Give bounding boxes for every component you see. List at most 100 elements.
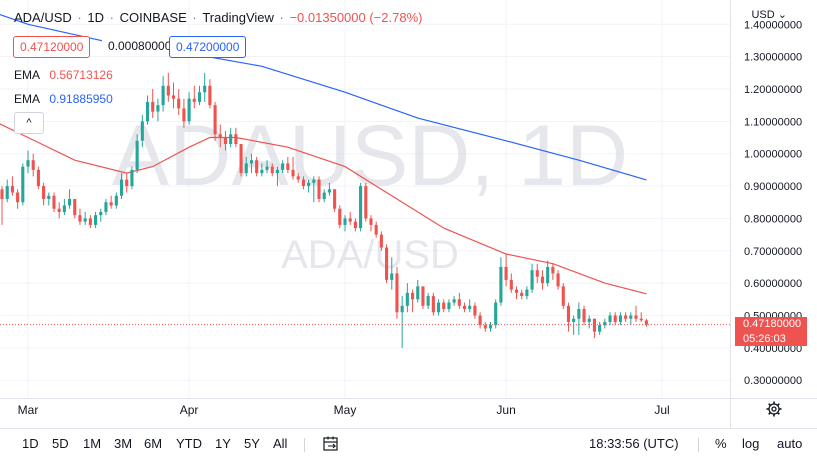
candle-body (618, 315, 622, 322)
candle-body (629, 315, 633, 319)
interval-label[interactable]: 1D (87, 10, 104, 25)
candle (603, 318, 607, 329)
candle (296, 173, 300, 183)
currency-selector[interactable]: USD ⌄ (751, 8, 787, 21)
candle-body (99, 211, 103, 216)
candle (520, 289, 524, 300)
range-1d-button[interactable]: 1D (22, 436, 39, 451)
candle (21, 163, 25, 206)
candle (561, 283, 565, 310)
candle-body (31, 160, 35, 170)
candle (166, 72, 170, 102)
candle-body (78, 215, 82, 222)
candle-body (140, 121, 144, 141)
candle-body (483, 325, 487, 329)
candle (359, 182, 363, 232)
candle-body (364, 186, 368, 219)
candle (218, 124, 222, 148)
candle-body (353, 221, 357, 229)
candle (234, 127, 238, 148)
candle-body (624, 315, 628, 319)
candle-body (249, 160, 254, 164)
candle (104, 199, 108, 216)
candle-body (395, 273, 399, 313)
range-6m-button[interactable]: 6M (144, 436, 163, 451)
candle (93, 211, 98, 229)
candle-body (436, 302, 441, 313)
candle (530, 263, 534, 293)
candle-body (218, 134, 222, 138)
auto-toggle[interactable]: auto (777, 436, 803, 451)
candle-body (509, 279, 513, 290)
candle (156, 98, 160, 122)
gear-icon[interactable] (765, 400, 783, 418)
range-all-button[interactable]: All (273, 436, 288, 451)
candle-body (223, 137, 228, 144)
candle-body (135, 140, 139, 170)
candle (265, 160, 269, 174)
candle-body (338, 208, 342, 225)
candle-body (307, 182, 311, 187)
candle (197, 85, 202, 106)
currency-label: USD (751, 9, 775, 21)
indicator-ema-short[interactable]: EMA 0.56713126 (14, 68, 113, 82)
candle (291, 156, 295, 180)
log-toggle[interactable]: log (742, 436, 760, 451)
range-3m-button[interactable]: 3M (114, 436, 133, 451)
candle-body (431, 296, 435, 313)
candle (499, 257, 503, 306)
candle (551, 263, 555, 280)
candle (83, 211, 87, 225)
indicator-ema-long[interactable]: EMA 0.91885950 (14, 92, 113, 106)
y-tick-label: 0.40000000 (744, 343, 802, 355)
candle (416, 279, 420, 303)
candle (260, 163, 264, 177)
ask-price-button[interactable]: 0.47200000 (169, 36, 247, 58)
candle-body (151, 101, 155, 112)
candle-body (587, 318, 591, 322)
candle-body (535, 270, 539, 277)
candle-body (42, 186, 46, 199)
candle (608, 312, 612, 326)
watermark-main: ADAUSD, 1D (112, 108, 628, 204)
candle-body (68, 199, 72, 206)
collapse-legend-button[interactable]: ^ (14, 112, 44, 134)
candle-body (452, 299, 456, 303)
range-5y-button[interactable]: 5Y (244, 436, 260, 451)
chevron-up-icon: ^ (26, 117, 32, 129)
candle-body (400, 305, 404, 313)
candle-body (374, 224, 378, 235)
candle (68, 189, 72, 209)
candle-body (197, 92, 202, 102)
candle (333, 189, 337, 212)
bid-price-button[interactable]: 0.47120000 (13, 36, 91, 58)
percent-toggle[interactable]: % (715, 436, 727, 451)
candle-body (333, 189, 337, 209)
candle-body (410, 292, 415, 300)
candle (36, 166, 40, 190)
candle-body (10, 186, 14, 193)
candle-body (187, 98, 191, 122)
candle-body (457, 299, 461, 306)
candle (385, 244, 389, 284)
candle (182, 98, 186, 128)
symbol-name[interactable]: ADA/USD (14, 10, 72, 25)
range-1m-button[interactable]: 1M (83, 436, 102, 451)
range-ytd-button[interactable]: YTD (176, 436, 202, 451)
candle-body (598, 325, 602, 332)
range-1y-button[interactable]: 1Y (215, 436, 231, 451)
candle (572, 315, 576, 335)
candle-body (52, 195, 56, 209)
range-5d-button[interactable]: 5D (52, 436, 69, 451)
y-tick-label: 0.70000000 (744, 246, 802, 258)
candle-body (182, 108, 186, 122)
candle-body (26, 160, 30, 167)
calendar-range-icon[interactable] (322, 435, 340, 453)
utc-clock[interactable]: 18:33:56 (UTC) (589, 436, 679, 451)
y-tick-label: 0.80000000 (744, 213, 802, 225)
divider (304, 438, 305, 452)
candle-body (0, 189, 4, 199)
candle-body (385, 247, 389, 280)
candle (249, 153, 254, 174)
